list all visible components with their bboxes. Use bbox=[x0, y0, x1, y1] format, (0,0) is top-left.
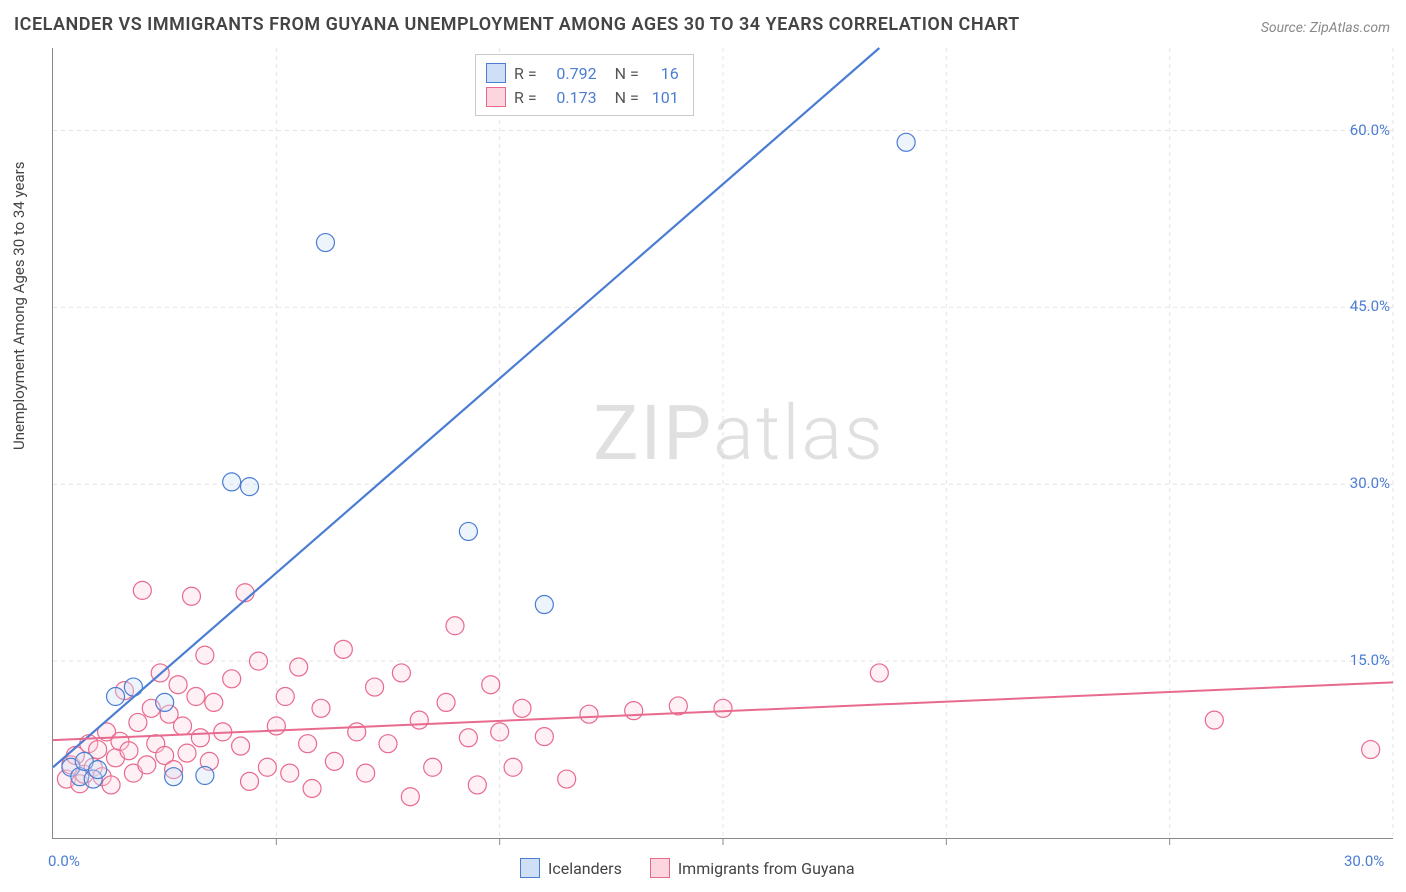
correlation-legend: R = 0.792 N = 16 R = 0.173 N = 101 bbox=[475, 54, 694, 116]
r-label: R = bbox=[514, 88, 537, 107]
legend-swatch bbox=[486, 87, 506, 107]
source-attribution: Source: ZipAtlas.com bbox=[1261, 20, 1390, 36]
legend-swatch bbox=[520, 858, 540, 878]
source-prefix: Source: bbox=[1261, 20, 1310, 36]
legend-label: Icelanders bbox=[548, 859, 622, 878]
legend-item-guyana: Immigrants from Guyana bbox=[650, 858, 855, 878]
legend-item-icelanders: Icelanders bbox=[520, 858, 622, 878]
n-value: 16 bbox=[647, 64, 679, 83]
series-legend: Icelanders Immigrants from Guyana bbox=[520, 858, 855, 878]
chart-svg bbox=[53, 48, 1393, 838]
n-value: 101 bbox=[647, 88, 679, 107]
source-name: ZipAtlas.com bbox=[1310, 20, 1390, 36]
r-value: 0.173 bbox=[545, 88, 597, 107]
n-label: N = bbox=[615, 64, 639, 83]
y-axis-label: Unemployment Among Ages 30 to 34 years bbox=[10, 162, 28, 450]
y-tick-label: 45.0% bbox=[1350, 297, 1390, 315]
x-tick-label: 30.0% bbox=[1344, 852, 1384, 870]
x-tick-label: 0.0% bbox=[48, 852, 80, 870]
legend-swatch bbox=[486, 63, 506, 83]
y-tick-label: 30.0% bbox=[1350, 474, 1390, 492]
r-label: R = bbox=[514, 64, 537, 83]
legend-label: Immigrants from Guyana bbox=[678, 859, 855, 878]
correlation-row-guyana: R = 0.173 N = 101 bbox=[486, 85, 679, 109]
correlation-row-icelanders: R = 0.792 N = 16 bbox=[486, 61, 679, 85]
n-label: N = bbox=[615, 88, 639, 107]
y-tick-label: 15.0% bbox=[1350, 651, 1390, 669]
y-tick-label: 60.0% bbox=[1350, 121, 1390, 139]
r-value: 0.792 bbox=[545, 64, 597, 83]
chart-title: ICELANDER VS IMMIGRANTS FROM GUYANA UNEM… bbox=[14, 14, 1020, 35]
legend-swatch bbox=[650, 858, 670, 878]
chart-plot-area: ZIPatlas R =0.792N =16R =0.173N =101 bbox=[52, 48, 1393, 839]
